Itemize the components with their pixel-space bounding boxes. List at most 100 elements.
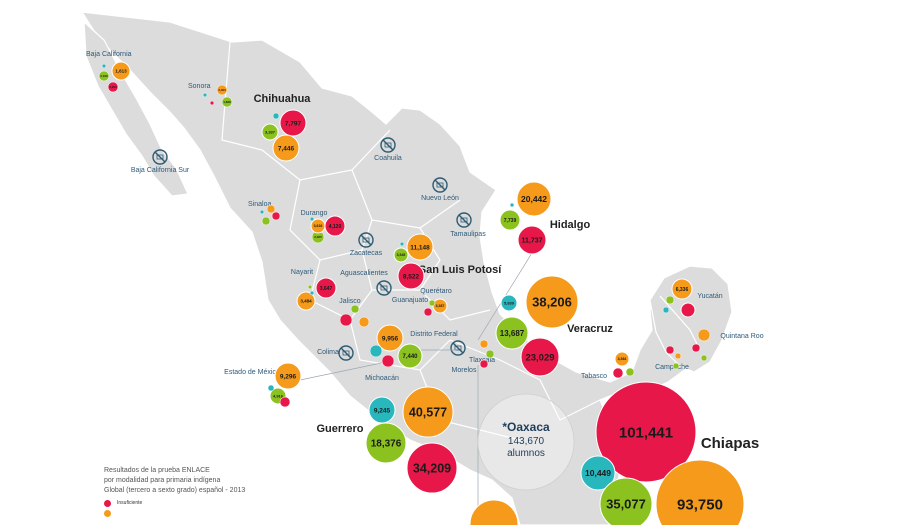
no-data-icon-zacatecas bbox=[358, 232, 374, 248]
bubble-yucatan-excelente bbox=[662, 306, 670, 314]
bubble-estado-de-mexico-elemental bbox=[274, 362, 302, 390]
bubbles: 1,613 2,196 2,256 3,463 1,838 7,797 3,337 7,446… bbox=[98, 61, 745, 525]
bubble-value-chihuahua-insuficiente: 7,797 bbox=[285, 120, 302, 127]
bubble-value-hidalgo-insuficiente: 11,737 bbox=[521, 237, 542, 244]
state-label-hidalgo: Hidalgo bbox=[550, 219, 591, 231]
bubble-value-queretaro-elemental: 3,387 bbox=[436, 304, 445, 308]
bubble-nayarit-bueno bbox=[307, 284, 313, 290]
bubble-value-san-luis-potosi-elemental: 11,148 bbox=[410, 244, 430, 251]
bubble-veracruz-elemental bbox=[525, 275, 579, 329]
landmass bbox=[80, 11, 733, 525]
bubble-hidalgo-insuficiente bbox=[517, 225, 547, 255]
bubble-value-tabasco-elemental: 3,364 bbox=[618, 357, 627, 361]
bubble-value-guerrero-elemental: 40,577 bbox=[409, 405, 447, 419]
bubble-value-durango-elemental: 3,616 bbox=[314, 224, 323, 228]
legend-dot-elemental bbox=[104, 510, 111, 517]
bubble-campeche-insuficiente bbox=[665, 345, 675, 355]
state-label-baja-california: Baja California bbox=[86, 51, 132, 58]
bubble-campeche-elemental bbox=[674, 352, 682, 360]
bubble-san-luis-potosi-insuficiente bbox=[397, 262, 425, 290]
state-label-zacatecas: Zacatecas bbox=[350, 250, 383, 257]
state-label-nayarit: Nayarit bbox=[291, 269, 313, 276]
bubble-baja-california-insuficiente bbox=[107, 81, 119, 93]
bubble-baja-california-excelente bbox=[101, 63, 107, 69]
bubble-sonora-excelente bbox=[202, 92, 208, 98]
state-label-chihuahua: Chihuahua bbox=[254, 93, 312, 105]
bubble-value-yucatan-elemental: 6,336 bbox=[676, 287, 689, 293]
state-label-chiapas: Chiapas bbox=[701, 435, 759, 452]
state-label-veracruz: Veracruz bbox=[567, 323, 613, 335]
bubble-value-estado-de-mexico-bueno: 4,916 bbox=[273, 393, 284, 398]
bubble-jalisco-bueno bbox=[350, 304, 360, 314]
bubble-value-san-luis-potosi-bueno: 3,545 bbox=[397, 253, 406, 257]
legend-title-line-2: por modalidad para primaria indígena bbox=[104, 477, 221, 484]
bubble-value-durango-bueno: 2,025 bbox=[314, 235, 322, 239]
bubble-michoacan-excelente bbox=[369, 344, 383, 358]
legend-entry-insuficiente: Insuficiente bbox=[104, 498, 324, 508]
bubble-veracruz-excelente bbox=[500, 294, 518, 312]
no-data-icon-coahuila bbox=[380, 137, 396, 153]
bubble-sinaloa-insuficiente bbox=[271, 211, 281, 221]
bubble-san-luis-potosi-excelente bbox=[399, 241, 405, 247]
bubble-value-guerrero-bueno: 18,376 bbox=[371, 439, 402, 450]
bubble-yucatan-elemental bbox=[671, 278, 693, 300]
bubble-guerrero-bueno bbox=[365, 422, 407, 464]
bubble-veracruz-insuficiente bbox=[520, 337, 560, 377]
bubble-guerrero-elemental bbox=[402, 386, 454, 438]
state-label-sonora: Sonora bbox=[188, 83, 211, 90]
bubble-campeche-bueno bbox=[672, 362, 680, 370]
bubble-michoacan-insuficiente bbox=[381, 354, 395, 368]
state-label-guanajuato: Guanajuato bbox=[392, 297, 428, 304]
no-data-icon-distrito-federal bbox=[450, 340, 466, 356]
bubble-yucatan-bueno bbox=[665, 295, 675, 305]
bubble-value-guerrero-excelente: 9,245 bbox=[374, 407, 391, 414]
bubble-oaxaca-elemental bbox=[469, 499, 519, 525]
legend: Resultados de la prueba ENLACE por modal… bbox=[104, 466, 324, 517]
no-data-icons bbox=[152, 137, 472, 361]
bubble-value-michoacan-bueno: 7,440 bbox=[402, 354, 418, 360]
state-label-sinaloa: Sinaloa bbox=[248, 201, 271, 208]
bubble-queretaro-bueno bbox=[428, 299, 436, 307]
bubble-nayarit-excelente bbox=[309, 290, 315, 296]
bubble-puebla-insuficiente bbox=[479, 359, 489, 369]
legend-entry-elemental bbox=[104, 510, 324, 517]
bubble-yucatan-insuficiente bbox=[680, 302, 696, 318]
oaxaca-note-circle bbox=[477, 393, 575, 491]
bubble-value-sonora-bueno: 1,838 bbox=[223, 100, 231, 104]
no-data-icon-colima bbox=[338, 345, 354, 361]
state-label-baja-california-sur: Baja California Sur bbox=[131, 167, 190, 174]
bubble-value-nayarit-elemental: 3,484 bbox=[300, 299, 312, 304]
bubble-sonora-insuficiente bbox=[209, 100, 215, 106]
state-label-campeche: Campeche bbox=[655, 364, 689, 371]
state-label-distrito-federal: Distrito Federal bbox=[410, 331, 458, 338]
bubble-hidalgo-excelente bbox=[509, 202, 515, 208]
bubble-value-chiapas-elemental: 93,750 bbox=[677, 496, 723, 513]
bubble-value-veracruz-excelente: 5,839 bbox=[504, 300, 515, 305]
bubble-value-durango-insuficiente: 4,120 bbox=[329, 224, 342, 230]
bubble-chihuahua-excelente bbox=[272, 112, 280, 120]
state-label-quintana-roo: Quintana Roo bbox=[720, 333, 763, 340]
legend-title-line-1: Resultados de la prueba ENLACE bbox=[104, 467, 210, 474]
bubble-chiapas-bueno bbox=[599, 477, 653, 525]
state-label-guerrero: Guerrero bbox=[316, 423, 363, 435]
bubble-value-chiapas-insuficiente: 101,441 bbox=[619, 424, 673, 441]
bubble-san-luis-potosi-bueno bbox=[393, 247, 409, 263]
state-label-morelos: Morelos bbox=[452, 367, 477, 374]
state-label-durango: Durango bbox=[301, 210, 328, 217]
leader-line-hidalgo bbox=[477, 239, 541, 341]
bubble-michoacan-bueno bbox=[397, 343, 423, 369]
bubble-value-chiapas-excelente: 10,449 bbox=[585, 468, 611, 478]
bubble-michoacan-elemental bbox=[376, 324, 404, 352]
bubble-value-chihuahua-bueno: 3,337 bbox=[265, 129, 276, 134]
state-label-estado-de-mexico: Estado de México bbox=[224, 369, 280, 376]
bubble-chihuahua-insuficiente bbox=[279, 109, 307, 137]
bubble-quintana-roo-bueno bbox=[700, 354, 708, 362]
bubble-value-michoacan-elemental: 9,956 bbox=[382, 335, 399, 342]
state-label-colima: Colima bbox=[317, 349, 339, 356]
bubble-nayarit-elemental bbox=[296, 291, 316, 311]
bubble-tabasco-elemental bbox=[614, 351, 630, 367]
bubble-sinaloa-elemental bbox=[266, 204, 276, 214]
no-data-icon-tamaulipas bbox=[456, 212, 472, 228]
bubble-value-veracruz-elemental: 38,206 bbox=[532, 295, 572, 310]
